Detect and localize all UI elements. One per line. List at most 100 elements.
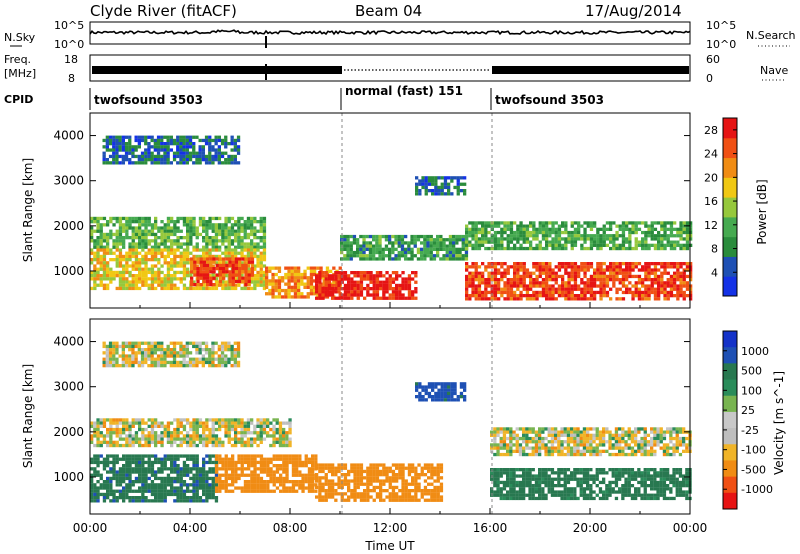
heatmap-cell	[231, 276, 235, 280]
heatmap-cell	[343, 287, 348, 291]
heatmap-cell	[415, 185, 419, 190]
heatmap-cell	[522, 271, 526, 275]
heatmap-cell	[596, 234, 600, 238]
heatmap-cell	[545, 243, 549, 247]
heatmap-cell	[259, 226, 263, 230]
heatmap-cell	[378, 250, 382, 255]
heatmap-cell	[420, 473, 424, 477]
heatmap-cell	[327, 489, 332, 493]
heatmap-cell	[182, 283, 187, 287]
heatmap-cell	[561, 224, 565, 228]
heatmap-cell	[131, 251, 135, 255]
heatmap-cell	[461, 254, 465, 258]
heatmap-cell	[190, 263, 194, 268]
heatmap-cell	[277, 295, 282, 299]
heatmap-cell	[395, 476, 399, 480]
freq-label-bottom: [MHz]	[4, 67, 36, 80]
heatmap-cell	[214, 460, 219, 465]
heatmap-cell	[246, 431, 251, 435]
heatmap-cell	[106, 427, 110, 432]
heatmap-cell	[487, 278, 491, 282]
heatmap-cell	[195, 236, 199, 240]
heatmap-cell	[343, 257, 347, 261]
heatmap-cell	[271, 285, 275, 289]
heatmap-cell	[160, 486, 164, 490]
heatmap-cell	[596, 246, 600, 251]
heatmap-cell	[366, 485, 370, 490]
heatmap-cell	[234, 443, 238, 448]
heatmap-cell	[125, 470, 129, 474]
heatmap-cell	[647, 227, 651, 231]
heatmap-cell	[124, 154, 129, 159]
heatmap-cell	[307, 489, 312, 493]
heatmap-cell	[166, 142, 170, 146]
heatmap-cell	[90, 460, 94, 465]
heatmap-cell	[532, 294, 536, 298]
heatmap-cell	[586, 262, 590, 266]
heatmap-cell	[352, 250, 357, 255]
heatmap-cell	[218, 279, 223, 284]
heatmap-cell	[150, 460, 155, 465]
heatmap-cell	[182, 427, 187, 432]
heatmap-cell	[538, 224, 542, 228]
heatmap-cell	[128, 467, 132, 471]
heatmap-cell	[198, 437, 203, 441]
heatmap-cell	[372, 257, 376, 261]
heatmap-cell	[253, 467, 257, 471]
heatmap-cell	[211, 483, 215, 487]
heatmap-cell	[301, 476, 305, 481]
heatmap-cell	[240, 216, 244, 221]
heatmap-cell	[163, 467, 167, 471]
heatmap-cell	[134, 254, 139, 259]
heatmap-cell	[564, 271, 568, 275]
heatmap-cell	[153, 145, 157, 149]
heatmap-cell	[529, 271, 533, 275]
heatmap-cell	[583, 227, 587, 231]
heatmap-cell	[669, 265, 674, 269]
heatmap-cell	[275, 457, 280, 461]
heatmap-cell	[612, 278, 616, 282]
heatmap-cell	[230, 135, 234, 139]
heatmap-cell	[218, 443, 222, 448]
heatmap-cell	[234, 486, 238, 490]
heatmap-cell	[141, 464, 145, 468]
heatmap-cell	[391, 463, 396, 467]
heatmap-cell	[637, 287, 642, 291]
heatmap-cell	[122, 457, 126, 461]
heatmap-cell	[102, 248, 107, 252]
heatmap-cell	[112, 274, 116, 278]
heatmap-cell	[375, 277, 380, 281]
heatmap-cell	[445, 238, 449, 242]
heatmap-cell	[93, 254, 97, 259]
heatmap-cell	[131, 286, 135, 291]
heatmap-cell	[429, 238, 433, 242]
cpid-label: CPID	[4, 93, 33, 106]
heatmap-cell	[208, 454, 212, 458]
heatmap-cell	[173, 264, 177, 268]
heatmap-cell	[331, 466, 335, 470]
heatmap-cell	[379, 287, 383, 291]
heatmap-cell	[166, 277, 171, 281]
nave-label: Nave	[760, 64, 788, 77]
heatmap-cell	[173, 427, 177, 432]
heatmap-cell	[509, 234, 514, 238]
heatmap-cell	[318, 476, 322, 480]
heatmap-cell	[272, 443, 276, 448]
heatmap-cell	[321, 476, 325, 480]
heatmap-cell	[224, 251, 228, 255]
heatmap-cell	[618, 297, 622, 301]
heatmap-cell	[195, 154, 199, 159]
heatmap-cell	[522, 287, 526, 291]
heatmap-cell	[519, 278, 523, 282]
heatmap-cell	[186, 454, 190, 458]
heatmap-cell	[628, 240, 632, 244]
heatmap-cell	[561, 221, 565, 225]
heatmap-cell	[154, 226, 158, 230]
heatmap-cell	[209, 283, 213, 287]
heatmap-cell	[195, 264, 199, 268]
heatmap-cell	[676, 284, 680, 288]
heatmap-cell	[96, 254, 100, 259]
heatmap-cell	[631, 262, 635, 266]
heatmap-cell	[551, 294, 555, 298]
heatmap-cell	[363, 287, 367, 291]
